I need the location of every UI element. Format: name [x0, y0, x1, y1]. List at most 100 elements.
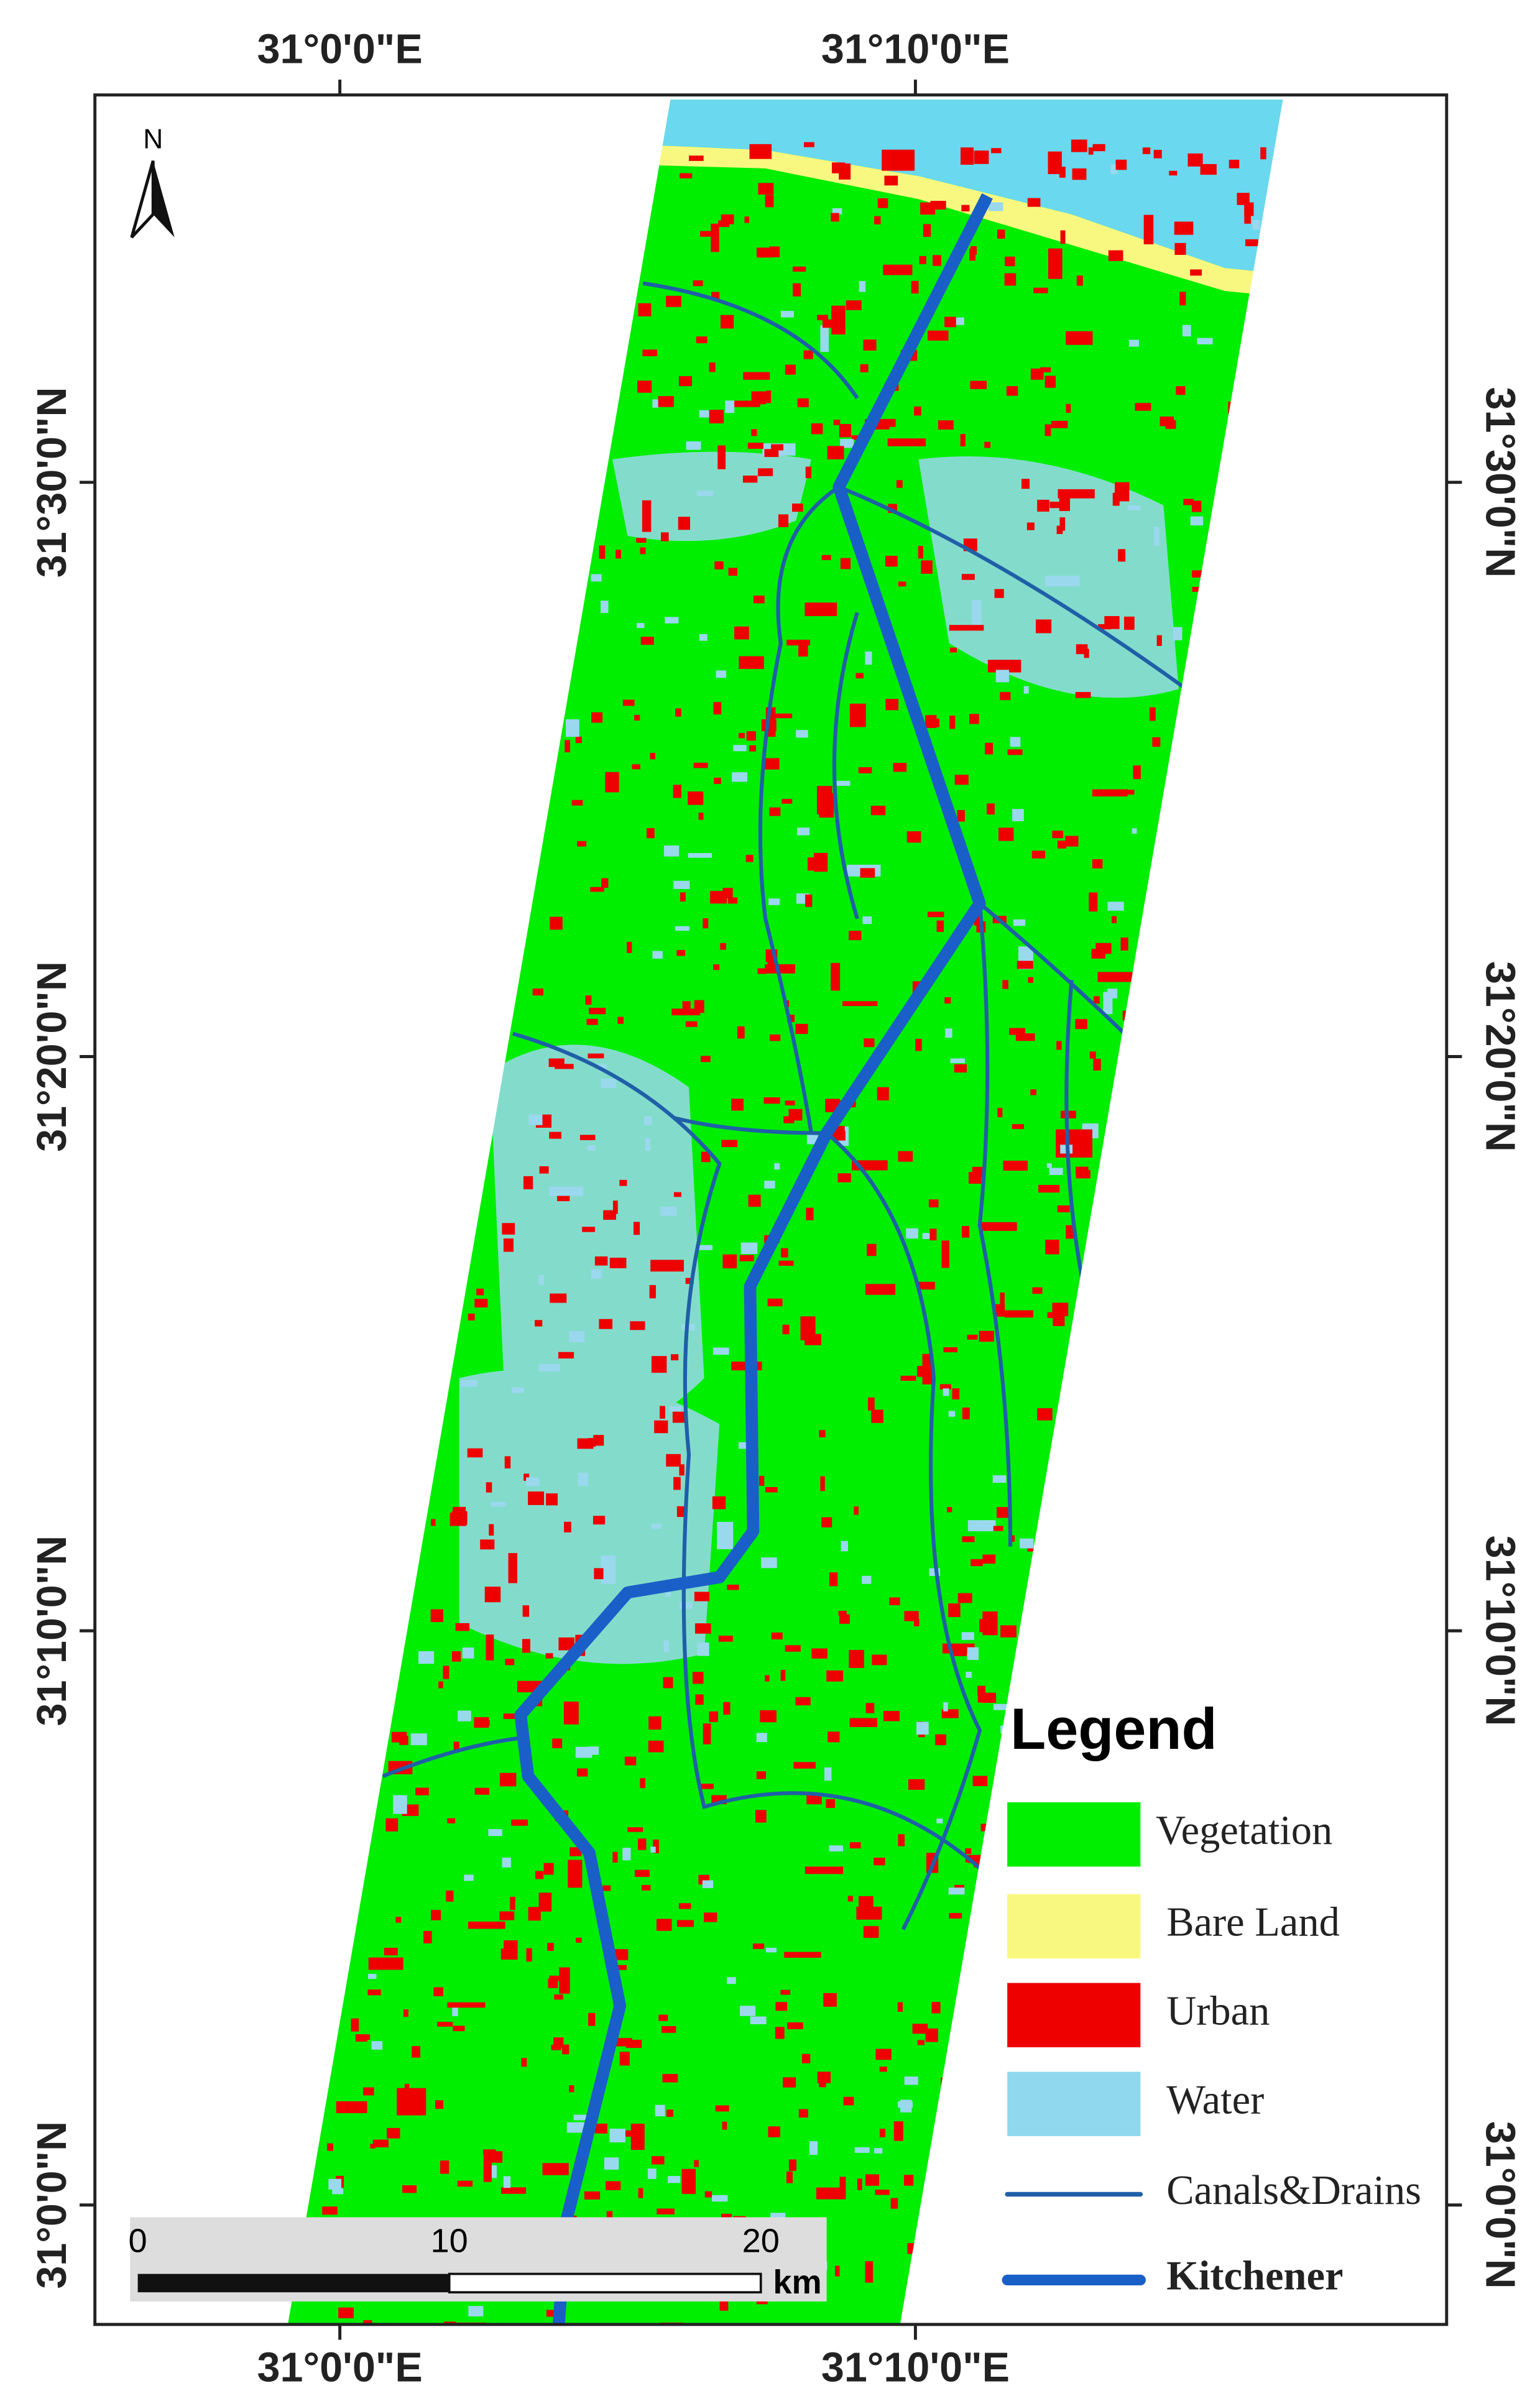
urban-patch [1030, 1089, 1036, 1095]
urban-patch [632, 764, 640, 770]
urban-patch [960, 147, 974, 165]
urban-patch [839, 1614, 850, 1624]
urban-patch [599, 545, 606, 559]
urban-patch [682, 1001, 691, 1013]
urban-patch [526, 1948, 532, 1962]
urban-patch [788, 2159, 796, 2171]
urban-patch [543, 1863, 554, 1875]
urban-patch [672, 1411, 688, 1423]
urban-patch [805, 602, 837, 616]
urban-patch [1252, 219, 1260, 230]
urban-patch [752, 1943, 765, 1949]
urban-patch [718, 1635, 733, 1642]
urban-patch [403, 2009, 408, 2017]
urban-patch [948, 1411, 956, 1417]
urban-patch [744, 216, 749, 223]
urban-patch [788, 1108, 803, 1121]
urban-patch [554, 1994, 563, 2000]
urban-patch [1000, 1292, 1005, 1307]
urban-patch [1052, 831, 1063, 839]
urban-patch [553, 2037, 564, 2048]
urban-patch [941, 1709, 959, 1718]
urban-patch [1098, 624, 1112, 630]
urban-patch [900, 2099, 912, 2113]
urban-patch [1149, 707, 1156, 721]
urban-patch [775, 713, 793, 719]
urban-patch [591, 1269, 602, 1279]
urban-patch [685, 1278, 694, 1284]
urban-patch [655, 2104, 665, 2117]
urban-patch [704, 1912, 717, 1922]
urban-patch [1058, 489, 1095, 499]
legend-label: Kitchener [1166, 2254, 1343, 2299]
urban-patch [780, 1989, 791, 1995]
legend-title: Legend [1010, 1696, 1217, 1761]
urban-patch [521, 2058, 527, 2067]
urban-patch [758, 183, 774, 195]
urban-patch [575, 1746, 592, 1758]
urban-patch [688, 791, 704, 805]
urban-patch [666, 2109, 673, 2117]
urban-patch [750, 2016, 767, 2024]
urban-patch [1048, 151, 1062, 175]
legend: Legend Vegetation Bare Land Urban Water Cana… [1002, 1696, 1421, 2299]
urban-patch [1059, 167, 1066, 178]
urban-patch [930, 201, 946, 210]
scale-bar: 0 10 20 km [129, 2217, 827, 2302]
urban-patch [627, 1827, 643, 1832]
urban-patch [828, 1731, 840, 1743]
urban-patch [1153, 150, 1162, 159]
right-coordinate-label: 31°10'0"N [1477, 1536, 1523, 1726]
left-coordinate-label: 31°10'0"N [29, 1536, 75, 1726]
urban-patch [491, 2165, 497, 2178]
legend-swatch [1007, 1894, 1141, 1959]
urban-patch [872, 1654, 887, 1666]
urban-patch [722, 2121, 727, 2130]
urban-patch [558, 1352, 574, 1359]
bottom-coordinate-label: 31°10'0"E [821, 2344, 1010, 2390]
urban-patch [588, 2012, 596, 2026]
urban-patch [1027, 198, 1041, 207]
urban-patch [363, 2320, 372, 2325]
urban-patch [1112, 916, 1117, 923]
urban-patch [625, 2040, 642, 2048]
urban-patch [897, 2002, 903, 2012]
urban-patch [972, 600, 982, 631]
urban-patch [817, 2071, 831, 2083]
urban-patch [696, 336, 708, 344]
urban-patch [545, 1653, 553, 1659]
urban-patch [858, 767, 872, 773]
urban-patch [765, 1487, 778, 1493]
urban-patch [765, 1948, 777, 1953]
urban-patch [576, 1937, 582, 1943]
urban-patch [998, 827, 1014, 841]
urban-patch [778, 514, 789, 527]
urban-patch [950, 1058, 965, 1064]
urban-patch [1128, 339, 1139, 347]
scale-bar-black [137, 2274, 450, 2293]
urban-patch [656, 1919, 672, 1931]
scale-bar-tick-label: 0 [129, 2223, 147, 2260]
urban-patch [1057, 1205, 1070, 1212]
urban-patch [338, 2307, 354, 2318]
urban-patch [743, 372, 770, 380]
urban-patch [676, 1920, 694, 1927]
urban-patch [887, 438, 926, 446]
urban-patch [1093, 1059, 1101, 1071]
urban-patch [786, 2171, 793, 2183]
urban-patch [765, 1675, 770, 1682]
urban-patch [979, 1619, 994, 1633]
urban-patch [781, 1248, 788, 1258]
urban-patch [862, 1575, 872, 1584]
urban-patch [875, 2048, 892, 2060]
urban-patch [710, 891, 727, 904]
urban-patch [939, 1384, 951, 1389]
urban-patch [435, 2100, 443, 2109]
urban-patch [803, 350, 813, 359]
urban-patch [967, 1334, 978, 1340]
urban-patch [565, 740, 570, 753]
urban-patch [1066, 331, 1093, 345]
urban-patch [1005, 256, 1015, 267]
urban-patch [786, 640, 810, 646]
urban-patch [917, 1366, 923, 1377]
